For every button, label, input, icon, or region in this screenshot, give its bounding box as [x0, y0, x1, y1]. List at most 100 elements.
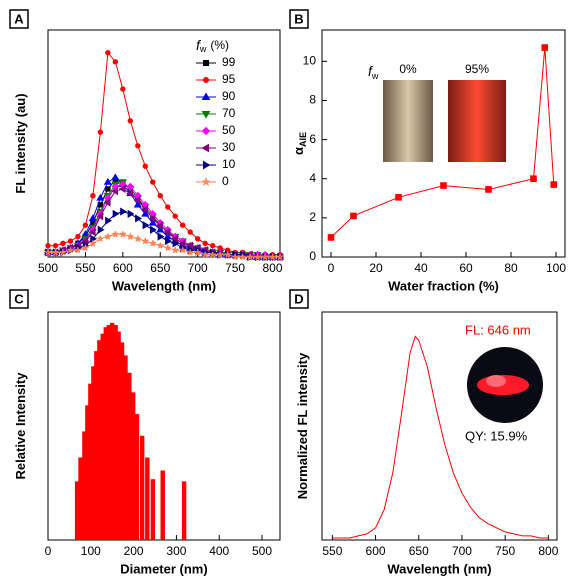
- marker: [142, 163, 148, 169]
- x-axis-label: Wavelength (nm): [387, 561, 491, 576]
- bar: [150, 479, 156, 540]
- annotation: FL: 646 nm: [465, 322, 531, 337]
- legend-label: 10: [222, 157, 236, 171]
- y-axis-label: Relative Intensity: [13, 372, 28, 480]
- legend-marker: [202, 176, 210, 187]
- x-tick-label: 200: [124, 544, 144, 558]
- marker: [163, 227, 171, 237]
- inset-label: 0%: [399, 62, 417, 76]
- marker: [103, 177, 112, 185]
- marker: [112, 209, 120, 218]
- inset-symbol-f: f: [368, 63, 374, 79]
- marker: [541, 44, 549, 51]
- marker: [67, 246, 74, 254]
- marker: [150, 179, 156, 185]
- marker: [172, 213, 178, 219]
- x-tick-label: 100: [81, 544, 101, 558]
- x-axis-label: Water fraction (%): [388, 278, 499, 293]
- bar: [130, 392, 136, 540]
- bar: [82, 431, 87, 540]
- marker: [52, 249, 59, 257]
- bar: [97, 340, 102, 540]
- y-tick-label: 2: [309, 210, 316, 224]
- plot-frame: [321, 29, 566, 258]
- annotation: QY: 15.9%: [465, 428, 528, 443]
- marker: [165, 204, 171, 210]
- x-tick-label: 550: [322, 544, 342, 558]
- bar: [91, 366, 96, 540]
- marker: [126, 182, 135, 191]
- marker: [75, 233, 81, 240]
- marker: [44, 249, 52, 256]
- y-axis-label-text: FL intensity (au): [13, 93, 28, 193]
- marker: [89, 240, 97, 247]
- marker: [88, 227, 96, 237]
- legend-marker: [201, 92, 211, 100]
- marker: [133, 200, 142, 208]
- marker: [178, 239, 186, 248]
- y-axis-label-text: α: [291, 147, 306, 155]
- bar: [134, 414, 140, 540]
- marker: [261, 253, 269, 260]
- marker: [120, 207, 128, 216]
- marker: [246, 253, 254, 260]
- marker: [118, 184, 126, 193]
- photo-vial-0: [383, 80, 433, 162]
- marker: [127, 118, 134, 124]
- y-axis-label-text: Normalized FL intensity: [295, 352, 310, 499]
- marker: [164, 244, 172, 251]
- bar: [106, 325, 111, 540]
- marker: [142, 221, 150, 230]
- inset-label: 95%: [465, 62, 489, 76]
- bar: [113, 325, 118, 540]
- marker: [111, 173, 120, 181]
- y-tick-label: 4: [309, 171, 316, 185]
- plot-frame: [321, 311, 558, 541]
- marker: [157, 193, 163, 199]
- marker: [156, 221, 163, 230]
- marker: [111, 187, 119, 196]
- y-tick-label: 10: [303, 53, 317, 67]
- legend-label: 50: [222, 123, 236, 137]
- marker: [97, 225, 105, 234]
- marker: [254, 253, 261, 260]
- panel-label: A: [14, 11, 24, 26]
- marker: [88, 214, 97, 222]
- marker: [180, 222, 186, 228]
- marker: [135, 214, 142, 223]
- x-tick-label: 650: [150, 261, 170, 275]
- bar: [119, 342, 125, 540]
- bar: [100, 333, 105, 540]
- marker: [209, 251, 216, 258]
- x-tick-label: 20: [369, 261, 383, 275]
- marker: [127, 233, 134, 240]
- bar: [78, 457, 83, 540]
- x-tick-label: 800: [538, 544, 558, 558]
- marker: [126, 189, 134, 198]
- marker: [135, 143, 141, 149]
- marker: [194, 236, 201, 242]
- bar: [103, 327, 108, 540]
- marker: [45, 242, 51, 249]
- y-axis-label: Normalized FL intensity: [295, 352, 310, 499]
- marker: [201, 251, 209, 258]
- x-axis-label: Wavelength (nm): [112, 278, 216, 293]
- marker: [186, 249, 194, 256]
- panel-label-box: [9, 289, 29, 309]
- marker: [59, 249, 67, 257]
- marker: [150, 225, 157, 234]
- marker: [171, 234, 178, 243]
- bar: [160, 470, 165, 540]
- marker: [127, 209, 135, 218]
- bar: [123, 355, 128, 540]
- marker: [120, 86, 126, 92]
- y-axis-label-text: Relative Intensity: [13, 372, 28, 480]
- x-tick-label: 700: [188, 261, 208, 275]
- marker: [209, 242, 216, 249]
- marker: [186, 241, 193, 250]
- marker: [350, 212, 357, 220]
- y-tick-label: 0: [309, 249, 316, 263]
- panel-label-box: [289, 9, 309, 29]
- x-tick-label: 100: [546, 261, 566, 275]
